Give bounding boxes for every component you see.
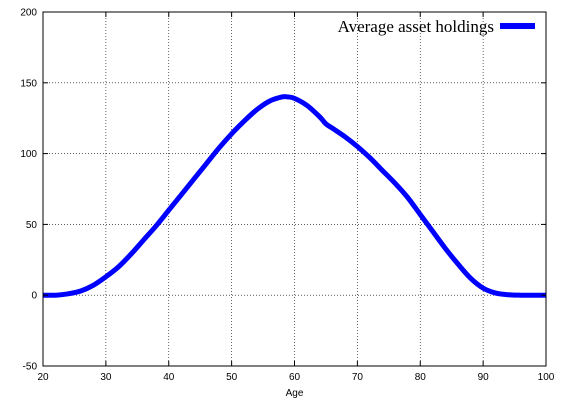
- y-tick-label: 200: [20, 8, 37, 19]
- x-tick-label: 60: [289, 372, 301, 383]
- x-tick-label: 20: [37, 372, 49, 383]
- y-tick-label: -50: [23, 362, 38, 373]
- y-tick-label: 50: [26, 220, 38, 231]
- x-tick-label: 30: [100, 372, 112, 383]
- x-tick-label: 50: [226, 372, 238, 383]
- y-tick-label: 150: [20, 78, 37, 89]
- y-tick-label: 0: [31, 291, 37, 302]
- y-tick-label: 100: [20, 149, 37, 160]
- tick-marks: [42, 11, 547, 367]
- legend: Average asset holdings: [338, 17, 535, 36]
- x-tick-label: 40: [163, 372, 175, 383]
- x-tick-label: 70: [352, 372, 364, 383]
- legend-label: Average asset holdings: [338, 17, 494, 36]
- x-tick-labels: 20 30 40 50 60 70 80 90 100: [37, 372, 554, 383]
- x-tick-label: 100: [538, 372, 555, 383]
- series-line: [42, 94, 546, 298]
- series-layer: [42, 94, 546, 298]
- x-tick-label: 90: [478, 372, 490, 383]
- y-tick-labels: -50 0 50 100 150 200: [20, 8, 37, 373]
- x-axis-label: Age: [286, 388, 304, 399]
- grid-lines: [43, 12, 546, 366]
- x-tick-label: 80: [415, 372, 427, 383]
